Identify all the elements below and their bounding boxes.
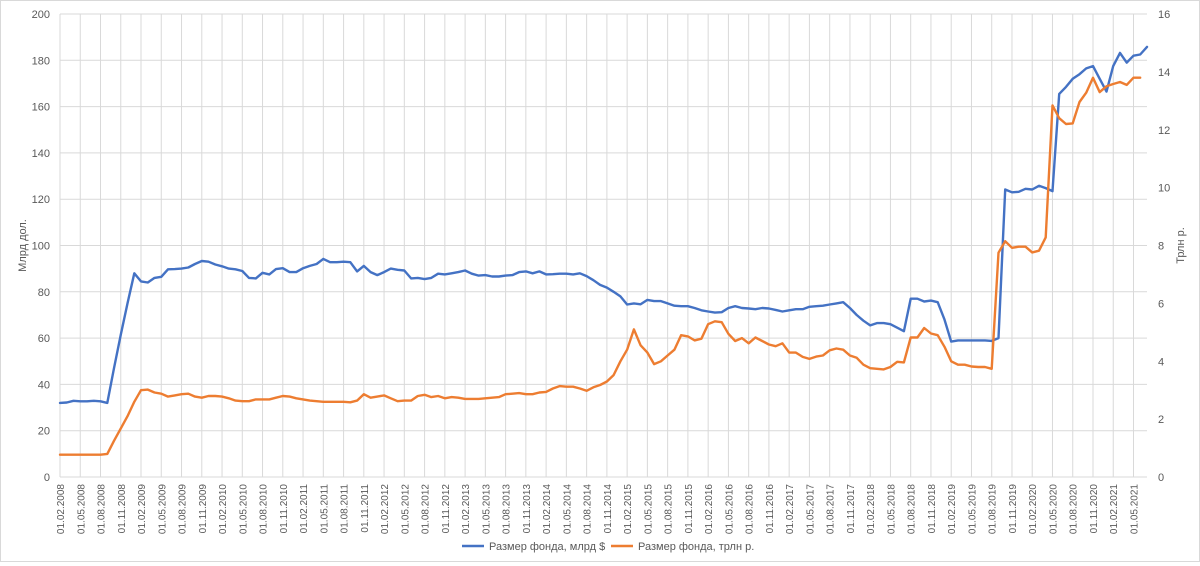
y-left-tick-label: 40 [38,379,50,391]
x-tick-label: 01.11.2009 [198,484,209,534]
y-axis-right-label: Трлн р. [1175,227,1187,264]
legend-label-1: Размер фонда, млрд $ [489,541,605,553]
x-tick-label: 01.11.2016 [765,484,776,534]
y-right-tick-label: 8 [1158,241,1164,253]
x-tick-label: 01.11.2010 [279,484,290,534]
x-tick-label: 01.11.2014 [603,484,614,534]
x-tick-label: 01.05.2011 [319,484,330,534]
x-tick-label: 01.08.2016 [745,484,756,534]
y-right-tick-label: 14 [1158,67,1170,79]
grid [59,13,1147,478]
y-left-tick-label: 140 [32,148,50,160]
x-tick-label: 01.08.2010 [259,484,270,534]
x-tick-label: 01.11.2013 [522,484,533,534]
x-tick-label: 01.02.2010 [218,484,229,534]
y-right-tick-label: 6 [1158,298,1164,310]
x-tick-label: 01.02.2020 [1028,484,1039,534]
x-tick-label: 01.02.2021 [1109,484,1120,534]
x-tick-label: 01.11.2017 [846,484,857,534]
x-tick-label: 01.02.2018 [866,484,877,534]
x-tick-label: 01.02.2011 [299,484,310,534]
x-tick-label: 01.08.2015 [664,484,675,534]
x-tick-label: 01.02.2009 [137,484,148,534]
x-tick-label: 01.05.2012 [400,484,411,534]
y-right-tick-label: 2 [1158,414,1164,426]
x-tick-label: 01.05.2019 [967,484,978,534]
y-left-tick-label: 80 [38,287,50,299]
x-tick-label: 01.05.2016 [724,484,735,534]
y-right-tick-label: 10 [1158,183,1170,195]
x-tick-label: 01.11.2012 [441,484,452,534]
y-left-tick-label: 100 [32,241,50,253]
x-tick-label: 01.02.2008 [56,484,67,534]
y-right-tick-label: 16 [1158,9,1170,21]
x-tick-label: 01.11.2018 [927,484,938,534]
series-line-2 [58,76,1142,456]
y-right-tick-label: 4 [1158,356,1164,368]
x-tick-label: 01.05.2009 [157,484,168,534]
x-tick-label: 01.05.2010 [238,484,249,534]
x-tick-label: 01.05.2008 [76,484,87,534]
x-tick-label: 01.02.2013 [461,484,472,534]
x-tick-label: 01.02.2017 [785,484,796,534]
x-tick-label: 01.08.2012 [421,484,432,534]
x-tick-label: 01.11.2020 [1089,484,1100,534]
x-tick-label: 01.02.2012 [380,484,391,534]
x-tick-label: 01.11.2015 [684,484,695,534]
x-tick-label: 01.08.2018 [907,484,918,534]
x-tick-label: 01.02.2015 [623,484,634,534]
x-tick-label: 01.05.2014 [562,484,573,534]
x-tick-label: 01.08.2011 [340,484,351,534]
y-left-tick-label: 60 [38,333,50,345]
legend-label-2: Размер фонда, трлн р. [638,541,754,553]
x-tick-label: 01.05.2018 [886,484,897,534]
x-tick-label: 01.05.2013 [481,484,492,534]
x-tick-label: 01.08.2013 [502,484,513,534]
y-left-tick-label: 160 [32,102,50,114]
x-tick-label: 01.05.2021 [1129,484,1140,534]
y-axis-right: 0 2 4 6 8 10 12 14 16 [1158,9,1170,484]
x-tick-label: 01.11.2019 [1008,484,1019,534]
series-line-1 [58,45,1149,405]
series [58,45,1149,456]
x-tick-label: 01.08.2009 [178,484,189,534]
x-tick-label: 01.11.2011 [360,484,371,533]
y-left-tick-label: 180 [32,55,50,67]
x-tick-label: 01.02.2016 [704,484,715,534]
y-left-tick-label: 20 [38,426,50,438]
x-tick-label: 01.05.2017 [805,484,816,534]
y-right-tick-label: 0 [1158,472,1164,484]
y-left-tick-label: 200 [32,9,50,21]
x-tick-label: 01.08.2014 [583,484,594,534]
y-left-tick-label: 120 [32,194,50,206]
y-right-tick-label: 12 [1158,125,1170,137]
x-tick-label: 01.08.2008 [97,484,108,534]
x-tick-label: 01.08.2020 [1069,484,1080,534]
legend: Размер фонда, млрд $ Размер фонда, трлн р… [462,541,754,553]
x-tick-label: 01.05.2020 [1048,484,1059,534]
x-tick-label: 01.02.2014 [542,484,553,534]
x-tick-label: 01.11.2008 [117,484,128,534]
y-axis-left: 0 20 40 60 80 100 120 140 160 180 200 [32,9,50,484]
x-tick-label: 01.08.2017 [826,484,837,534]
y-left-tick-label: 0 [44,472,50,484]
x-tick-label: 01.05.2015 [643,484,654,534]
x-tick-label: 01.02.2019 [947,484,958,534]
x-axis: 01.02.2008 01.05.2008 01.08.2008 01.11.2008… [56,484,1140,534]
y-axis-left-label: Млрд дол. [17,219,29,272]
x-tick-label: 01.08.2019 [988,484,999,534]
